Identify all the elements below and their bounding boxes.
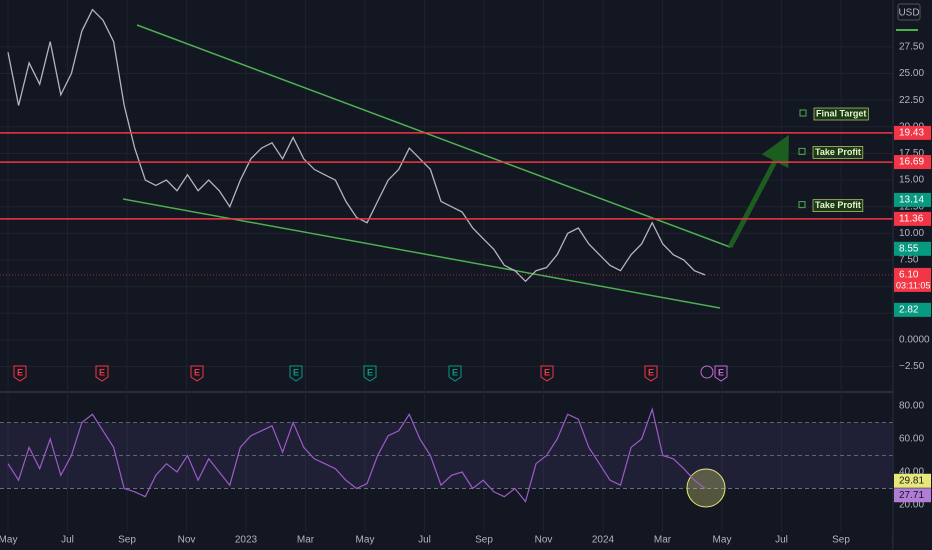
x-tick-label: Nov <box>178 535 196 546</box>
event-icon <box>95 365 109 382</box>
x-tick-label: Sep <box>475 535 493 546</box>
target-label: Final Target <box>816 108 866 118</box>
y-tick-label: 0.0000 <box>899 335 930 346</box>
target-label: Take Profit <box>815 147 861 157</box>
price-badge-label: 6.10 <box>899 270 919 281</box>
flag-icon <box>798 201 806 209</box>
rsi-line <box>7 407 706 503</box>
x-tick-label: Nov <box>535 535 553 546</box>
event-label: E <box>293 367 299 377</box>
trend-line-upper <box>136 24 731 248</box>
event-icon <box>363 365 377 382</box>
plot: May Jul Sep Nov 2023 Mar May Jul Sep Nov 2024 Mar Ma… <box>0 8 909 546</box>
x-tick-label: Jul <box>61 535 74 546</box>
x-tick-label: Sep <box>118 535 136 546</box>
price-badge-label: 19.43 <box>899 128 924 139</box>
event-icon <box>714 365 728 382</box>
event-icon <box>190 365 204 382</box>
event-icon <box>644 365 658 382</box>
rsi-tick-label: 20.00 <box>899 500 924 511</box>
event-icon <box>448 365 462 382</box>
y-tick-label: 25.00 <box>899 68 924 79</box>
target-box <box>812 146 864 159</box>
event-icon <box>289 365 303 382</box>
event-icon <box>13 365 27 382</box>
trend-line-lower <box>122 198 721 309</box>
drawings <box>122 24 789 508</box>
price-badge <box>894 302 931 317</box>
target-box <box>812 199 864 212</box>
x-tick-label: Mar <box>297 535 315 546</box>
rsi-badge-label: 29.81 <box>899 475 924 486</box>
event-icon <box>540 365 554 382</box>
dividend-icon <box>700 365 714 379</box>
price-badge <box>894 267 931 292</box>
event-label: E <box>99 367 105 377</box>
flag-icon <box>799 109 807 117</box>
x-tick-label: 2024 <box>592 535 615 546</box>
price-badge-label: 13.14 <box>899 195 924 206</box>
target-box <box>813 107 869 121</box>
rsi-tick-label: 60.00 <box>899 434 924 445</box>
price-badge <box>894 155 931 170</box>
price-line <box>7 8 706 283</box>
highlight-circle <box>686 468 726 508</box>
axes: 27.5025.0022.5020.0017.5015.0012.5010.00… <box>894 42 931 511</box>
arrow <box>727 134 789 249</box>
x-tick-label: May <box>713 535 732 546</box>
currency-box <box>897 3 921 21</box>
y-tick-label: 17.50 <box>899 148 924 159</box>
y-tick-label: 22.50 <box>899 95 924 106</box>
x-tick-label: Jul <box>418 535 431 546</box>
y-tick-label: 15.00 <box>899 175 924 186</box>
rsi-badge-label: 27.71 <box>899 490 924 501</box>
price-badge-label: 8.55 <box>899 243 919 254</box>
y-tick-label: 7.50 <box>899 255 919 266</box>
x-tick-label: May <box>0 535 17 546</box>
y-tick-label: 10.00 <box>899 228 924 239</box>
countdown: 03:11:05 <box>896 280 930 290</box>
target-label: Take Profit <box>815 200 861 210</box>
currency: USD <box>898 8 919 19</box>
event-label: E <box>17 367 23 377</box>
flag-icon <box>798 147 806 155</box>
price-badge-label: 11.36 <box>899 214 924 225</box>
price-badge-label: 16.69 <box>899 157 924 168</box>
price-badge <box>894 125 931 140</box>
x-tick-label: 2023 <box>235 535 258 546</box>
rsi-tick-label: 80.00 <box>899 401 924 412</box>
price-badge <box>894 192 931 207</box>
event-label: E <box>544 367 550 377</box>
price-badge <box>894 241 931 256</box>
event-label: E <box>194 367 200 377</box>
rsi-badge <box>894 488 931 503</box>
event-label: E <box>452 367 458 377</box>
x-tick-label: Sep <box>832 535 850 546</box>
event-label: E <box>718 367 724 377</box>
x-tick-label: May <box>356 535 375 546</box>
x-tick-label: Jul <box>775 535 788 546</box>
grid <box>0 0 901 532</box>
x-tick-label: Mar <box>654 535 672 546</box>
y-tick-label: −2.50 <box>899 361 925 372</box>
event-label: E <box>648 367 654 377</box>
price-badge-label: 2.82 <box>899 305 919 316</box>
event-label: E <box>367 367 373 377</box>
price-badge <box>894 211 931 226</box>
rsi-badge <box>894 473 931 488</box>
rsi-tick-label: 40.00 <box>899 467 924 478</box>
y-tick-label: 27.50 <box>899 42 924 53</box>
